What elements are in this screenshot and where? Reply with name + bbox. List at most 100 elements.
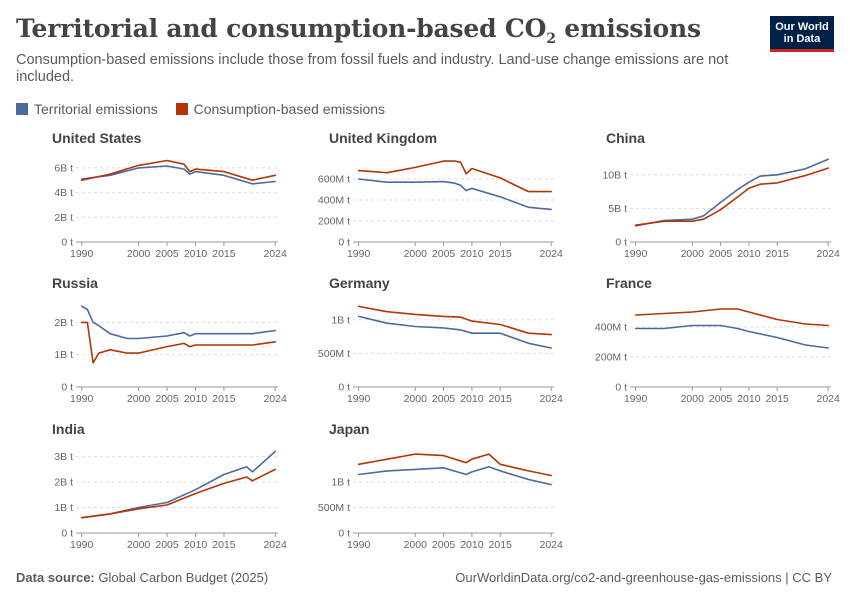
- y-tick-label: 600M t: [318, 174, 350, 186]
- legend-label-territorial: Territorial emissions: [34, 101, 158, 117]
- x-tick-label: 1990: [624, 248, 648, 260]
- x-tick-label: 2000: [681, 393, 705, 405]
- footer-url[interactable]: OurWorldinData.org/co2-and-greenhouse-ga…: [455, 570, 832, 585]
- y-tick-label: 0 t: [615, 237, 627, 249]
- legend-item-territorial[interactable]: Territorial emissions: [16, 101, 158, 117]
- x-tick-label: 2024: [263, 539, 287, 551]
- panel-title: France: [606, 275, 652, 291]
- y-tick-label: 200M t: [595, 352, 627, 364]
- y-tick-label: 500M t: [318, 348, 350, 360]
- x-tick-label: 2024: [816, 393, 840, 405]
- y-tick-label: 0 t: [61, 382, 73, 394]
- consumption-line: [357, 453, 553, 477]
- x-tick-label: 2005: [432, 248, 456, 260]
- x-tick-label: 1990: [70, 539, 94, 551]
- x-tick-label: 2000: [404, 539, 428, 551]
- y-tick-label: 0 t: [338, 528, 350, 540]
- x-tick-label: 2005: [155, 248, 179, 260]
- x-tick-label: 2024: [539, 539, 563, 551]
- x-tick-label: 2024: [816, 248, 840, 260]
- y-tick-label: 1B t: [331, 477, 350, 489]
- y-tick-label: 2B t: [54, 212, 73, 224]
- panel-title: India: [52, 421, 85, 437]
- y-tick-label: 2B t: [54, 317, 73, 329]
- territorial-line: [357, 315, 553, 349]
- panel-united-states: United States 0 t 2B t 4B t 6B t 1990 2000 2005…: [52, 130, 287, 260]
- x-tick-label: 2010: [460, 393, 484, 405]
- x-tick-label: 2010: [184, 539, 208, 551]
- x-tick-label: 2015: [489, 393, 513, 405]
- x-tick-label: 1990: [347, 393, 371, 405]
- y-tick-label: 400M t: [318, 195, 350, 207]
- y-tick-label: 4B t: [54, 187, 73, 199]
- x-tick-label: 2024: [263, 393, 287, 405]
- x-tick-label: 2010: [737, 393, 761, 405]
- y-tick-label: 10B t: [602, 169, 627, 181]
- x-tick-label: 2015: [212, 393, 236, 405]
- consumption-line: [80, 468, 277, 519]
- x-tick-label: 1990: [347, 539, 371, 551]
- x-tick-label: 2005: [155, 539, 179, 551]
- panel-title: Germany: [329, 275, 390, 291]
- consumption-line: [80, 321, 277, 364]
- panel-france: France 0 t 200M t 400M t 1990 2000 2005 2010 201…: [595, 275, 840, 405]
- x-tick-label: 1990: [70, 248, 94, 260]
- x-tick-label: 2010: [460, 248, 484, 260]
- panel-title: Japan: [329, 421, 369, 437]
- x-tick-label: 2010: [184, 393, 208, 405]
- logo-line-1: Our World: [775, 21, 829, 33]
- x-tick-label: 2015: [212, 248, 236, 260]
- y-tick-label: 3B t: [54, 451, 73, 463]
- chart-title: Territorial and consumption-based CO2 em…: [16, 14, 701, 47]
- consumption-line: [357, 160, 553, 193]
- legend: Territorial emissions Consumption-based …: [16, 101, 399, 118]
- consumption-line: [357, 305, 553, 336]
- y-tick-label: 0 t: [615, 382, 627, 394]
- consumption-line: [634, 308, 830, 327]
- x-tick-label: 2015: [489, 248, 513, 260]
- y-tick-label: 0 t: [61, 237, 73, 249]
- legend-item-consumption[interactable]: Consumption-based emissions: [175, 101, 385, 117]
- x-tick-label: 2000: [127, 539, 151, 551]
- y-tick-label: 1B t: [331, 314, 350, 326]
- x-tick-label: 2024: [539, 393, 563, 405]
- y-tick-label: 2B t: [54, 477, 73, 489]
- chart-subtitle: Consumption-based emissions include thos…: [16, 52, 729, 85]
- owid-logo[interactable]: Our World in Data: [770, 16, 834, 52]
- x-tick-label: 2024: [263, 248, 287, 260]
- territorial-line: [634, 324, 830, 349]
- y-tick-label: 400M t: [595, 322, 627, 334]
- x-tick-label: 2005: [432, 539, 456, 551]
- legend-swatch-territorial: [16, 103, 28, 115]
- panel-japan: Japan 0 t 500M t 1B t 1990 2000 2005 2010 2015 20…: [318, 421, 563, 551]
- panel-title: United States: [52, 130, 142, 146]
- y-tick-label: 1B t: [54, 502, 73, 514]
- legend-swatch-consumption: [175, 103, 188, 115]
- x-tick-label: 2000: [127, 248, 151, 260]
- logo-line-2: in Data: [783, 33, 821, 45]
- x-tick-label: 2015: [489, 539, 513, 551]
- x-tick-label: 2010: [737, 248, 761, 260]
- x-tick-label: 2010: [184, 248, 208, 260]
- y-tick-label: 200M t: [318, 216, 350, 228]
- x-tick-label: 2000: [681, 248, 705, 260]
- y-tick-label: 6B t: [54, 162, 73, 174]
- data-source: Data source: Global Carbon Budget (2025): [16, 570, 269, 585]
- consumption-line: [80, 159, 277, 181]
- title-subscript: 2: [546, 31, 556, 47]
- panel-india: India 0 t 1B t 2B t 3B t 1990 2000 2005 2010 2015…: [52, 421, 287, 551]
- territorial-line: [634, 158, 830, 227]
- x-tick-label: 1990: [624, 393, 648, 405]
- x-tick-label: 2015: [766, 248, 790, 260]
- territorial-line: [357, 178, 553, 211]
- panel-title: Russia: [52, 275, 98, 291]
- x-tick-label: 2000: [404, 393, 428, 405]
- territorial-line: [80, 450, 277, 519]
- x-tick-label: 2024: [539, 248, 563, 260]
- y-tick-label: 0 t: [338, 382, 350, 394]
- territorial-line: [80, 305, 277, 340]
- y-tick-label: 500M t: [318, 502, 350, 514]
- panel-united-kingdom: United Kingdom 0 t 200M t 400M t 600M t 1990 2…: [318, 130, 563, 260]
- y-tick-label: 1B t: [54, 349, 73, 361]
